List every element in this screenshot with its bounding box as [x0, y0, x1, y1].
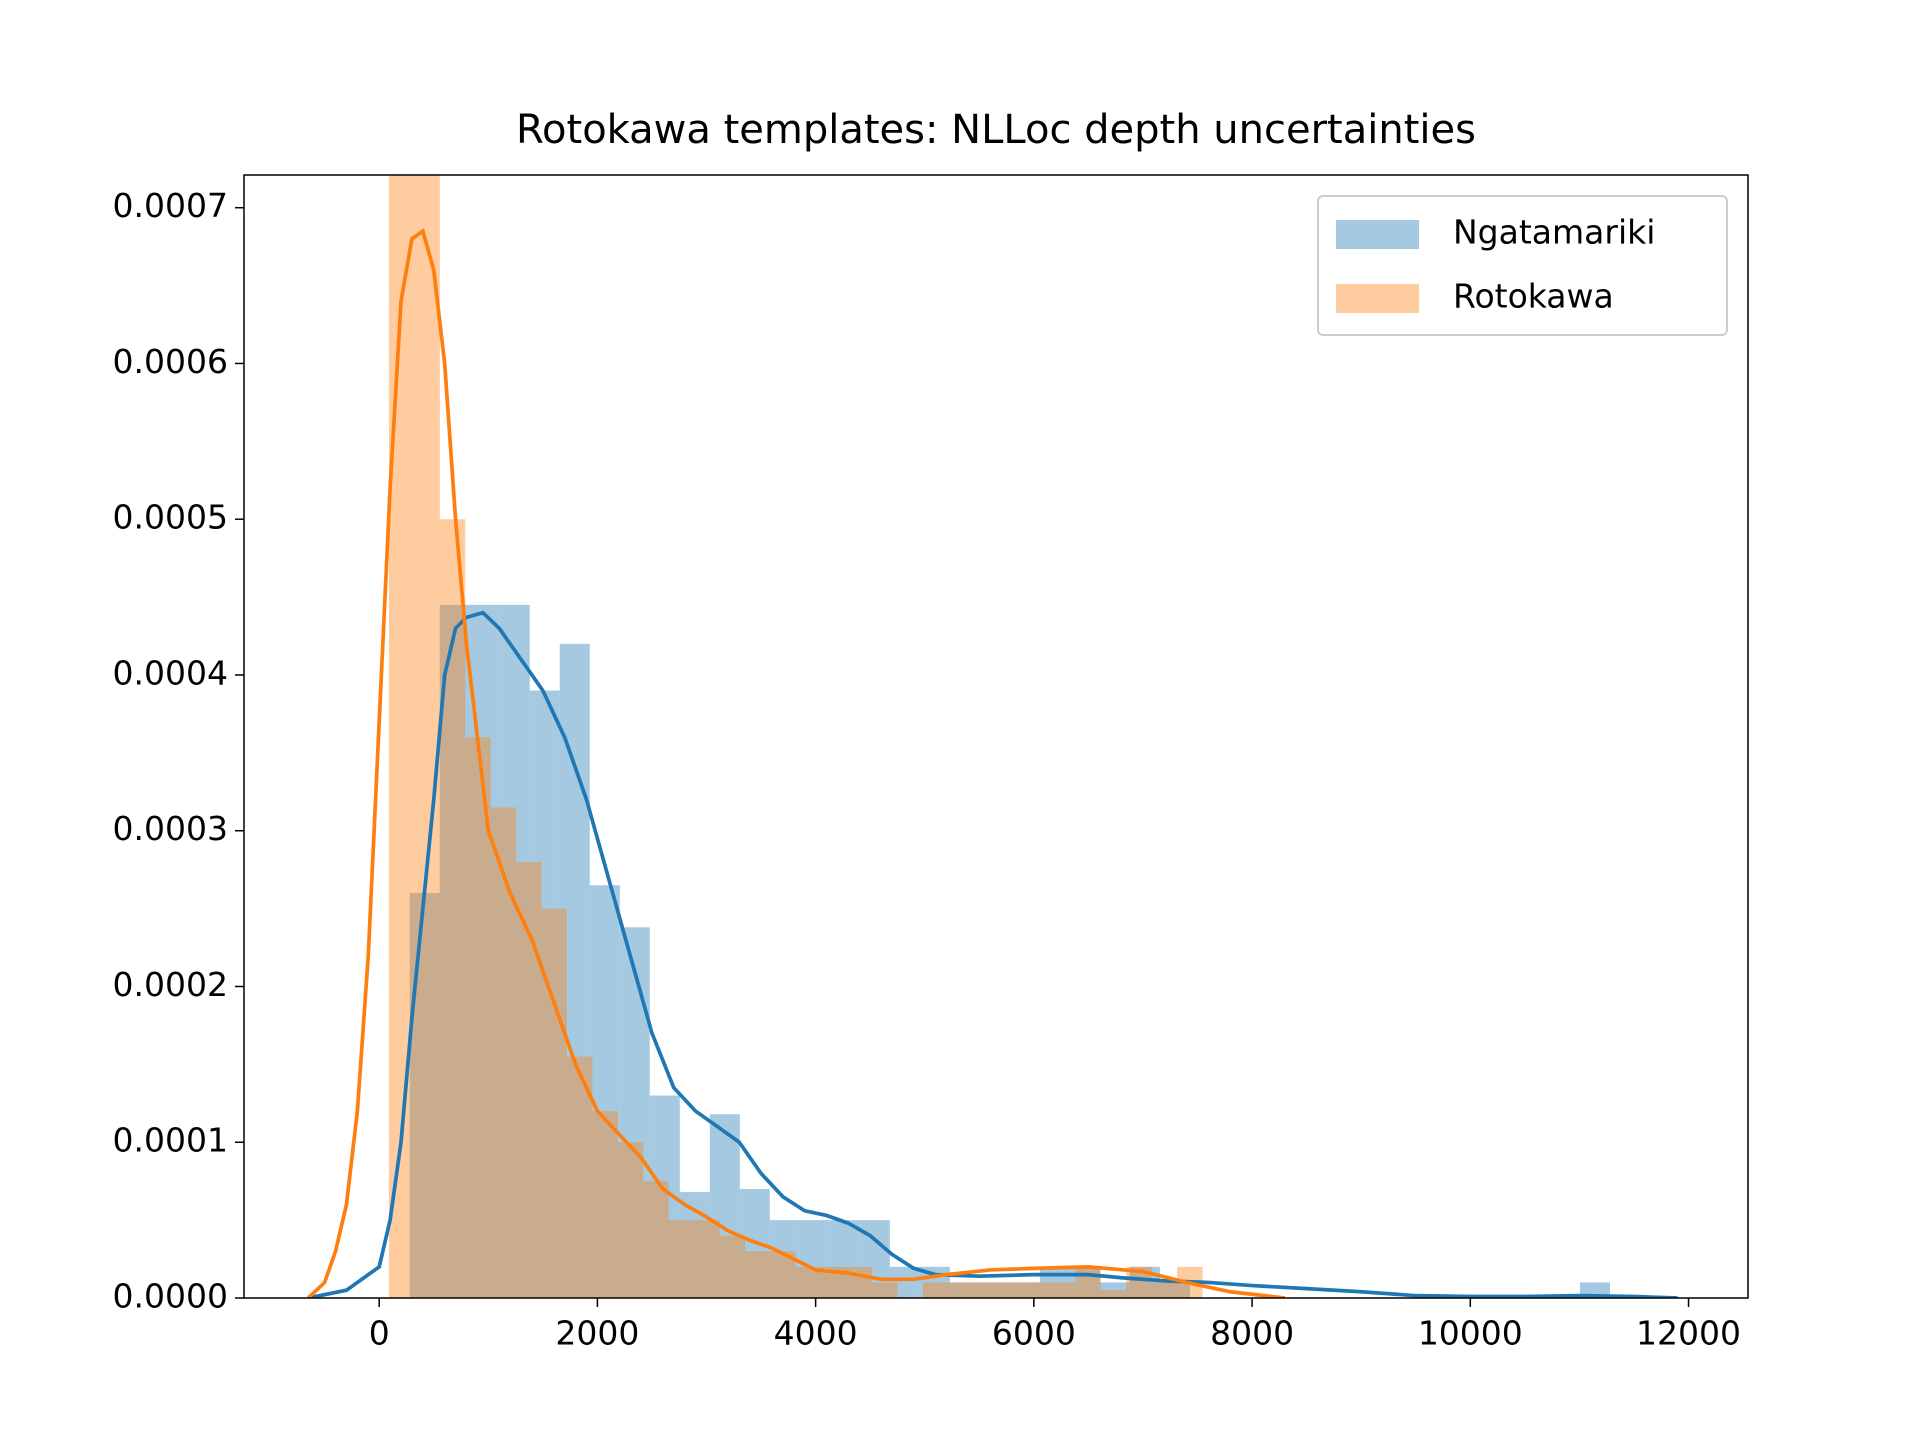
histogram-bar: [541, 908, 567, 1298]
histogram-bar: [668, 1220, 695, 1298]
axes: 0 2000 4000 6000 8000 10000 12000 0.0000 0.0001 0…: [113, 174, 1749, 1353]
histogram-bar: [617, 1142, 644, 1298]
legend-box: [1317, 195, 1728, 336]
histogram-bar: [490, 807, 517, 1298]
histogram-bar: [1159, 1282, 1190, 1298]
axes-frame: [243, 174, 1749, 1299]
kde-line: [306, 228, 1286, 1298]
histogram-bar: [1024, 1282, 1051, 1298]
y-tick-label: 0.0006: [113, 342, 228, 381]
histogram-bar: [949, 1282, 980, 1298]
histogram-bar: [872, 1282, 898, 1298]
y-tick-label: 0.0002: [113, 965, 228, 1004]
y-tick-label: 0.0001: [113, 1121, 228, 1160]
histogram-bar: [1069, 1266, 1100, 1298]
x-tick-label: 0: [369, 1314, 390, 1353]
x-tick-label: 12000: [1636, 1314, 1741, 1353]
histogram-bar: [643, 1181, 669, 1298]
x-tick-label: 4000: [774, 1314, 858, 1353]
histogram-bar: [795, 1266, 822, 1298]
histogram-bar: [1100, 1290, 1127, 1298]
histogram-bar: [799, 1220, 830, 1298]
histogram-bar: [516, 861, 542, 1298]
y-tick-label: 0.0000: [113, 1277, 228, 1316]
kde-line: [307, 610, 1678, 1298]
histogram-bar: [619, 927, 650, 1298]
histogram-bar: [973, 1282, 1000, 1298]
histogram-bar: [529, 690, 560, 1298]
histogram-bar: [559, 643, 590, 1298]
x-tick-label: 2000: [555, 1314, 639, 1353]
histogram-bar: [999, 1282, 1025, 1298]
histogram-bar: [1039, 1266, 1070, 1298]
histogram-bar: [829, 1220, 860, 1298]
histogram-bar: [979, 1282, 1010, 1298]
histogram-bar: [389, 175, 415, 1298]
histogram-bar: [709, 1114, 740, 1298]
histogram-bar: [719, 1235, 745, 1298]
histogram-bar: [414, 175, 440, 1298]
histogram-bar: [499, 604, 530, 1298]
y-tick-label: 0.0004: [113, 653, 228, 692]
y-tick-label: 0.0005: [113, 498, 228, 537]
histogram-bar: [1009, 1282, 1040, 1298]
histogram-bar: [1050, 1282, 1076, 1298]
histogram-bar: [566, 1056, 593, 1298]
histogram-bar: [589, 885, 620, 1298]
histogram-bar: [439, 604, 470, 1298]
legend: Ngatamariki Rotokawa: [1317, 195, 1728, 336]
x-tick-label: 6000: [992, 1314, 1076, 1353]
histogram-bar: [592, 1111, 618, 1298]
legend-label: Rotokawa: [1453, 277, 1614, 316]
legend-label: Ngatamariki: [1453, 213, 1655, 252]
x-tick-label: 10000: [1418, 1314, 1523, 1353]
histogram-bar: [922, 1282, 949, 1298]
histogram-bar: [1075, 1266, 1101, 1298]
histogram-bar: [1099, 1282, 1130, 1298]
y-tick-label: 0.0003: [113, 809, 228, 848]
histogram-bar: [744, 1251, 771, 1298]
histogram-bar: [889, 1266, 920, 1298]
histogram-bar: [1151, 1282, 1178, 1298]
histogram-bar: [694, 1220, 720, 1298]
legend-swatch: [1336, 220, 1419, 249]
histogram-bar: [846, 1266, 873, 1298]
histogram-bar: [948, 1282, 974, 1298]
histogram-bar: [409, 893, 440, 1298]
legend-swatch: [1336, 284, 1419, 313]
y-tick-label: 0.0007: [113, 186, 228, 225]
plot-area: [306, 175, 1678, 1298]
x-tick-label: 8000: [1210, 1314, 1294, 1353]
chart-title: Rotokawa templates: NLLoc depth uncertai…: [516, 107, 1476, 153]
